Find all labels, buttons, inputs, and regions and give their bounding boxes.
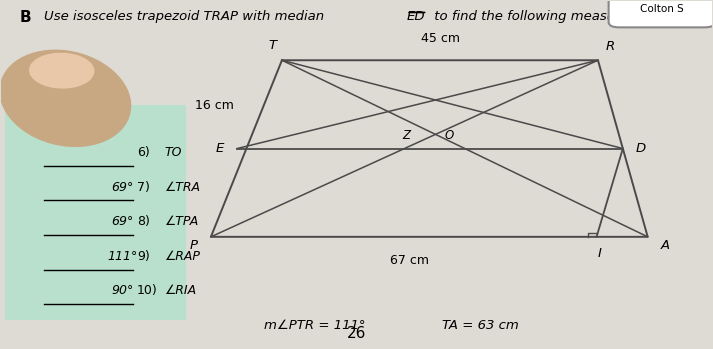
Text: ∠TPA: ∠TPA <box>165 215 199 228</box>
Text: I: I <box>597 247 601 260</box>
Text: E: E <box>216 142 225 155</box>
Text: T: T <box>269 39 277 52</box>
Text: P: P <box>190 239 198 252</box>
Text: 10): 10) <box>137 284 158 297</box>
Text: TA = 63 cm: TA = 63 cm <box>442 319 518 332</box>
Text: m∠PTR = 111°: m∠PTR = 111° <box>265 319 366 332</box>
Text: to find the following measure: to find the following measure <box>430 10 628 23</box>
Text: A: A <box>660 239 670 252</box>
Text: 8): 8) <box>137 215 150 228</box>
Text: R: R <box>606 40 615 53</box>
Text: 26: 26 <box>347 326 366 341</box>
Text: 69°: 69° <box>111 215 133 228</box>
Text: 6): 6) <box>137 146 150 159</box>
Text: ∠RAP: ∠RAP <box>165 250 200 263</box>
FancyBboxPatch shape <box>609 0 713 27</box>
Ellipse shape <box>0 50 130 146</box>
Text: Z: Z <box>402 129 410 142</box>
Text: B: B <box>19 10 31 25</box>
Text: 90°: 90° <box>111 284 133 297</box>
Text: 45 cm: 45 cm <box>421 32 460 45</box>
Text: ∠TRA: ∠TRA <box>165 180 201 194</box>
Text: O: O <box>444 129 453 142</box>
Text: D: D <box>635 142 646 155</box>
FancyBboxPatch shape <box>5 105 186 320</box>
Text: ∠RIA: ∠RIA <box>165 284 197 297</box>
Ellipse shape <box>30 53 94 88</box>
Text: 69°: 69° <box>111 180 133 194</box>
Text: Colton S: Colton S <box>640 4 684 14</box>
Text: 16 cm: 16 cm <box>195 99 235 112</box>
Text: Use isosceles trapezoid TRAP with median: Use isosceles trapezoid TRAP with median <box>44 10 329 23</box>
Text: 9): 9) <box>137 250 150 263</box>
Text: 111°: 111° <box>107 250 137 263</box>
Text: 67 cm: 67 cm <box>390 254 429 267</box>
Text: 7): 7) <box>137 180 150 194</box>
Text: TO: TO <box>165 146 183 159</box>
Text: ED: ED <box>406 10 425 23</box>
